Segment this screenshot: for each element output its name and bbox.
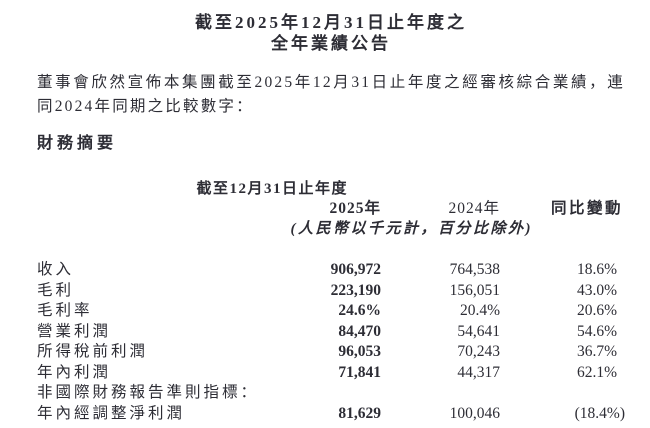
title-line-1: 截至2025年12月31日止年度之 [195, 13, 467, 32]
value-change [500, 383, 625, 404]
value-2024: 100,046 [449, 404, 500, 422]
value-2024: 156,051 [449, 281, 500, 299]
value-2024: 54,641 [457, 322, 500, 340]
value-2025: 84,470 [338, 322, 381, 340]
row-label: 年內經調整淨利潤 [37, 404, 186, 422]
table-row: 毛利 223,190 156,051 43.0% [37, 281, 625, 302]
table-row: 所得稅前利潤 96,053 70,243 36.7% [37, 342, 625, 363]
table-unit-note-row: (人民幣以千元計，百分比除外) [37, 219, 625, 240]
table-row: 營業利潤 84,470 54,641 54.6% [37, 322, 625, 343]
page-title: 截至2025年12月31日止年度之 全年業績公告 [37, 12, 625, 54]
table-column-header-row: 2025年 2024年 同比變動 [37, 199, 625, 220]
value-change: 62.1% [576, 363, 617, 381]
value-2024: 44,317 [457, 363, 500, 381]
column-header-spacer [37, 199, 271, 220]
intro-paragraph: 董事會欣然宣佈本集團截至2025年12月31日止年度之經審核綜合業績，連同202… [37, 74, 625, 115]
value-2024: 70,243 [457, 343, 500, 360]
table-period-header-row: 截至12月31日止年度 [37, 179, 625, 199]
value-2025: 96,053 [338, 343, 381, 360]
value-2024 [381, 383, 500, 404]
table-row: 年內經調整淨利潤 81,629 100,046 (18.4%) [37, 404, 625, 425]
value-2025: 24.6% [338, 302, 381, 319]
row-label: 所得稅前利潤 [37, 343, 149, 360]
title-line-2: 全年業績公告 [271, 34, 391, 53]
value-2025 [271, 383, 381, 404]
row-label: 年內利潤 [37, 363, 112, 381]
row-label: 營業利潤 [37, 322, 112, 340]
value-change: 54.6% [576, 322, 617, 340]
row-label: 收入 [37, 261, 75, 278]
value-2025: 81,629 [338, 404, 381, 422]
value-2025: 71,841 [338, 363, 381, 381]
financial-summary-heading: 財務摘要 [37, 134, 118, 152]
column-header-2024: 2024年 [448, 199, 500, 217]
value-2024: 20.4% [459, 302, 500, 319]
value-change: 20.6% [576, 302, 617, 319]
table-row: 年內利潤 71,841 44,317 62.1% [37, 363, 625, 384]
period-header-spacer [500, 179, 625, 199]
row-label: 毛利 [37, 281, 75, 299]
table-row: 毛利率 24.6% 20.4% 20.6% [37, 301, 625, 322]
value-2024: 764,538 [449, 261, 500, 278]
row-label: 非國際財務報告準則指標： [37, 384, 260, 401]
value-2025: 223,190 [330, 281, 381, 299]
financial-table-body: 收入 906,972 764,538 18.6% 毛利 223,190 156,… [37, 260, 625, 424]
table-row-section-header: 非國際財務報告準則指標： [37, 383, 625, 404]
row-label: 毛利率 [37, 302, 93, 319]
period-header: 截至12月31日止年度 [196, 180, 348, 197]
table-row: 收入 906,972 764,538 18.6% [37, 260, 625, 281]
value-change: 43.0% [576, 281, 617, 299]
value-change: 18.6% [576, 261, 617, 278]
value-2025: 906,972 [330, 261, 381, 278]
value-change: 36.7% [576, 343, 617, 360]
column-header-change: 同比變動 [550, 199, 623, 217]
column-header-2025: 2025年 [329, 199, 381, 217]
unit-note: (人民幣以千元計，百分比除外) [290, 221, 533, 237]
value-change: (18.4%) [574, 404, 625, 422]
